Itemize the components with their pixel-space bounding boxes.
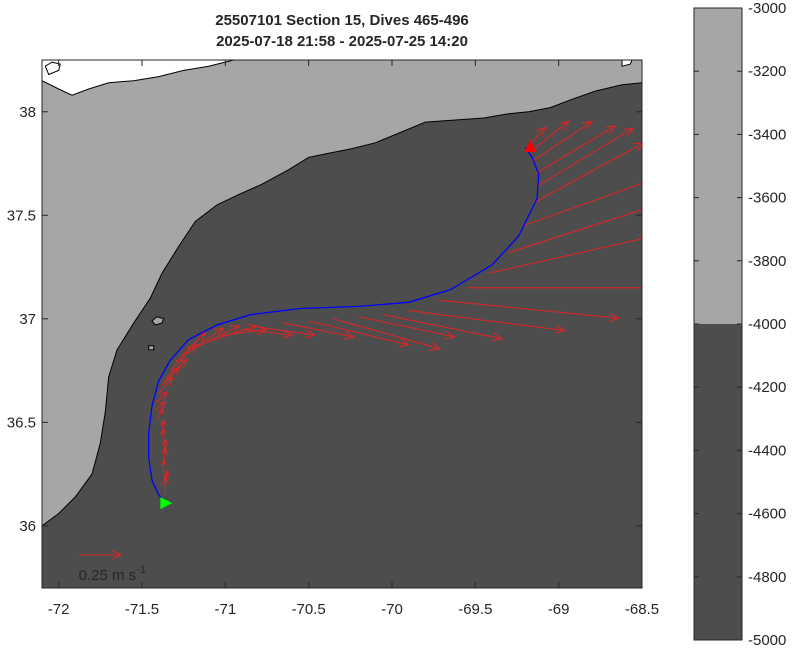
velocity-vector: [488, 234, 642, 274]
land-island: [44, 61, 61, 76]
x-tick-label: -68.5: [625, 601, 659, 618]
shallow-island: [151, 316, 165, 326]
velocity-vector: [283, 322, 356, 340]
velocity-vector: [536, 127, 635, 187]
x-tick-label: -71.5: [125, 601, 159, 618]
scale-label-main: 0.25 m s: [79, 567, 137, 584]
velocity-vector: [383, 314, 504, 342]
land-region: [42, 60, 234, 96]
velocity-vector: [161, 366, 181, 386]
velocity-vector: [523, 182, 642, 227]
velocity-vector: [160, 427, 166, 440]
x-tick-label: -71: [214, 601, 236, 618]
velocity-vector: [308, 320, 411, 348]
deep-water-region: [42, 82, 642, 588]
velocity-vector: [154, 390, 169, 405]
velocity-vector: [160, 419, 166, 429]
velocity-vector: [408, 309, 567, 334]
colorbar-tick-label: -3600: [748, 190, 786, 207]
velocity-vector: [533, 142, 642, 204]
y-tick-label: 36: [19, 518, 36, 535]
velocity-vector: [467, 287, 642, 289]
title-line-2: 2025-07-18 21:58 - 2025-07-25 14:20: [216, 33, 468, 50]
colorbar-tick-label: -4000: [748, 316, 786, 333]
colorbar-tick-label: -3800: [748, 253, 786, 270]
colorbar-tick-label: -5000: [748, 632, 786, 649]
velocity-vector: [535, 125, 617, 175]
velocity-vector: [154, 401, 167, 411]
velocity-vector: [333, 318, 441, 351]
end-marker: [524, 139, 537, 152]
x-tick-label: -69: [548, 601, 570, 618]
start-marker: [160, 497, 173, 510]
map-layer: [42, 60, 642, 588]
colorbar-tick-label: -3000: [748, 0, 786, 17]
velocity-vector: [528, 120, 570, 154]
colorbar-segment: [694, 324, 742, 640]
colorbar-tick-label: -4800: [748, 569, 786, 586]
colorbar-segment: [694, 8, 742, 324]
scale-label-superscript: -1: [136, 564, 146, 576]
axes-layer: -72 -71.5 -71 -70.5 -70 -69.5 -69 -68.5 36 36.5 37…: [7, 60, 659, 618]
velocity-vector: [258, 326, 317, 339]
velocity-vector: [185, 327, 225, 355]
colorbar-tick-label: -3400: [748, 126, 786, 143]
velocity-vector: [161, 446, 169, 462]
plot-frame: [41, 59, 643, 589]
x-tick-label: -69.5: [458, 601, 492, 618]
velocity-vector: [438, 299, 621, 322]
glider-track: [148, 146, 540, 504]
colorbar: -3000 -3200 -3400 -3600 -3800 -4000 -4200 -4400…: [693, 0, 786, 649]
x-tick-label: -70: [381, 601, 403, 618]
shallow-island: [148, 345, 155, 351]
y-tick-label: 37: [19, 311, 36, 328]
colorbar-tick-label: -4200: [748, 379, 786, 396]
velocity-vector: [508, 209, 642, 254]
colorbar-tick-label: -4600: [748, 506, 786, 523]
velocity-vector: [195, 325, 241, 349]
velocity-vector: [531, 120, 594, 162]
velocity-vector: [161, 437, 168, 452]
land-island: [621, 60, 633, 67]
chart-title: 25507101 Section 15, Dives 465-496 2025-…: [42, 10, 642, 52]
scale-arrow: [78, 550, 123, 560]
velocity-vector: [163, 469, 170, 485]
y-tick-label: 36.5: [7, 414, 36, 431]
colorbar-tick-label: -3200: [748, 63, 786, 80]
velocity-vector: [161, 475, 170, 495]
x-tick-label: -72: [48, 601, 70, 618]
velocity-vector: [358, 316, 457, 340]
colorbar-tick-label: -4400: [748, 442, 786, 459]
y-tick-label: 38: [19, 104, 36, 121]
velocity-vectors: [154, 120, 642, 495]
y-tick-label: 37.5: [7, 207, 36, 224]
velocity-vector: [241, 328, 294, 339]
scale-layer: 0.25 m s-1: [78, 550, 146, 584]
velocity-vector: [164, 358, 189, 380]
title-line-1: 25507101 Section 15, Dives 465-496: [215, 12, 469, 29]
x-tick-label: -70.5: [292, 601, 326, 618]
scale-label: 0.25 m s-1: [79, 564, 146, 584]
